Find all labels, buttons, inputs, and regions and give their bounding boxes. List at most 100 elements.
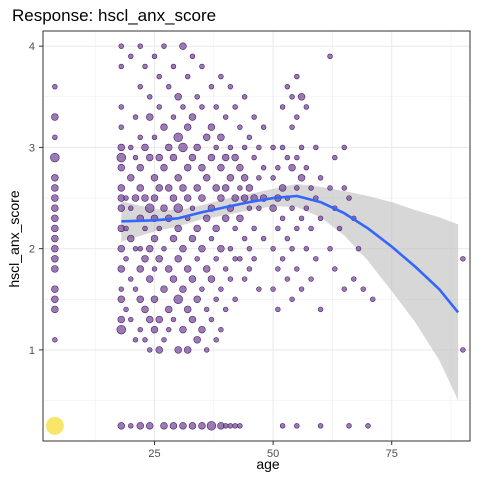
data-point — [285, 155, 290, 160]
data-point — [247, 267, 252, 272]
data-point — [290, 206, 295, 211]
data-point — [170, 195, 177, 202]
y-axis: 1234 — [29, 41, 43, 357]
data-point — [143, 226, 148, 231]
data-point — [174, 133, 183, 142]
data-point — [309, 277, 314, 282]
data-point — [209, 317, 214, 322]
data-point — [170, 235, 177, 242]
data-point — [309, 226, 314, 231]
data-point — [118, 316, 125, 323]
data-point — [156, 185, 163, 192]
data-point — [161, 164, 168, 171]
data-point — [151, 326, 158, 333]
data-point — [219, 287, 224, 292]
data-point — [256, 145, 261, 150]
data-point — [304, 246, 309, 251]
data-point — [233, 226, 238, 231]
data-point — [194, 225, 201, 232]
data-point — [313, 256, 318, 261]
data-point — [165, 306, 172, 313]
data-point — [157, 105, 162, 110]
data-point — [280, 145, 285, 150]
data-point — [208, 276, 215, 283]
data-point — [208, 154, 215, 161]
data-point — [51, 225, 58, 232]
data-point — [146, 316, 153, 323]
data-point — [137, 164, 144, 171]
data-point — [175, 93, 182, 100]
data-point — [228, 246, 233, 251]
data-point — [270, 205, 277, 212]
x-axis-title: age — [256, 456, 280, 472]
data-point — [51, 266, 58, 273]
data-point — [222, 154, 229, 161]
data-point — [194, 336, 201, 343]
data-point — [165, 185, 172, 192]
data-point — [242, 145, 247, 150]
data-point — [118, 266, 125, 273]
data-point — [214, 256, 219, 261]
data-point — [118, 296, 125, 303]
data-point — [138, 327, 143, 332]
data-point — [199, 195, 206, 202]
data-point — [228, 84, 233, 89]
data-point — [189, 422, 196, 429]
data-point — [460, 256, 465, 261]
data-point — [170, 422, 177, 429]
data-point — [161, 422, 168, 429]
data-point — [142, 255, 149, 262]
data-point — [127, 174, 134, 181]
data-point — [328, 54, 333, 59]
data-point — [271, 175, 276, 180]
data-point — [247, 206, 252, 211]
data-point — [237, 186, 242, 191]
data-point — [304, 105, 309, 110]
data-point — [128, 54, 133, 59]
data-point — [51, 286, 58, 293]
data-point — [298, 93, 305, 100]
data-point — [203, 266, 210, 273]
data-point — [247, 135, 252, 140]
data-point — [294, 423, 299, 428]
data-point — [152, 267, 157, 272]
data-point — [157, 226, 162, 231]
data-point — [298, 174, 305, 181]
data-point — [184, 266, 191, 273]
data-point — [294, 186, 299, 191]
data-point — [347, 423, 352, 428]
data-point — [289, 164, 296, 171]
data-point — [208, 124, 215, 131]
data-point — [138, 84, 143, 89]
data-point — [180, 43, 187, 50]
data-point — [294, 267, 299, 272]
data-point — [151, 195, 158, 202]
data-point — [299, 145, 304, 150]
data-point — [252, 115, 257, 120]
data-point — [218, 245, 225, 252]
data-point — [137, 422, 144, 429]
data-point — [256, 175, 261, 180]
data-point — [299, 216, 304, 221]
data-point — [137, 185, 144, 192]
data-point — [356, 246, 361, 251]
data-point — [232, 154, 239, 161]
data-point — [351, 277, 356, 282]
data-point — [162, 44, 167, 49]
data-point — [124, 256, 129, 261]
data-point — [200, 287, 205, 292]
data-point — [52, 135, 57, 140]
data-point — [117, 325, 126, 334]
data-point — [347, 196, 352, 201]
data-point — [233, 256, 238, 261]
data-point — [213, 185, 220, 192]
data-point — [304, 165, 309, 170]
data-point — [342, 287, 347, 292]
data-point — [170, 276, 177, 283]
data-point — [275, 165, 280, 170]
data-point — [242, 277, 247, 282]
data-point — [241, 195, 248, 202]
data-point — [222, 185, 229, 192]
data-point — [366, 423, 371, 428]
chart-title: Response: hscl_anx_score — [12, 6, 216, 25]
